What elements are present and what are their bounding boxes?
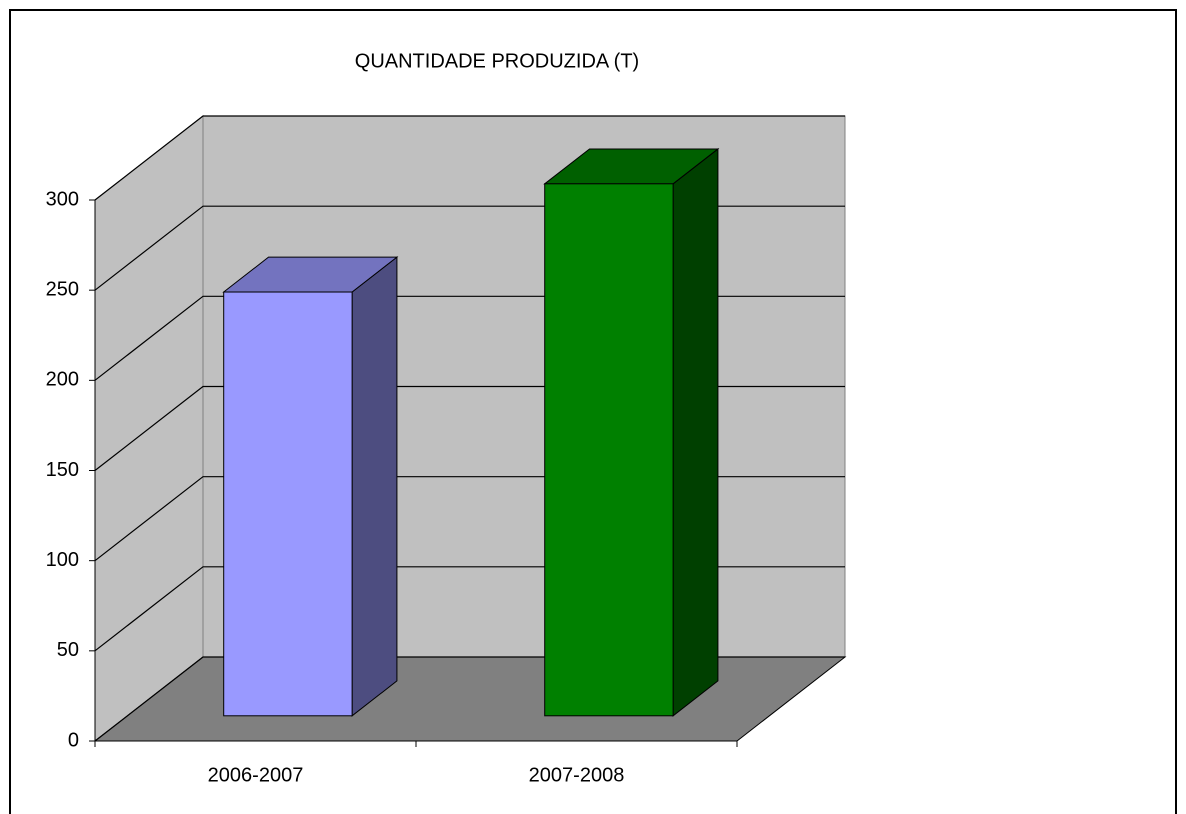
x-tick-label: 2006-2007	[208, 764, 304, 786]
grid-line	[94, 115, 845, 201]
chart-title: QUANTIDADE PRODUZIDA (T)	[355, 50, 639, 72]
y-tick-label: 50	[57, 639, 79, 661]
y-tick-label: 200	[46, 369, 79, 391]
floor	[93, 656, 847, 742]
bar	[544, 183, 674, 717]
y-tick-label: 250	[46, 278, 79, 300]
bar	[223, 291, 353, 717]
x-tick-label: 2007-2008	[529, 764, 625, 786]
y-tick-label: 150	[46, 459, 79, 481]
bar-side	[672, 147, 719, 717]
bar-side	[351, 256, 398, 717]
y-tick-label: 0	[68, 729, 79, 751]
y-tick-label: 300	[46, 188, 79, 210]
y-tick-label: 100	[46, 549, 79, 571]
